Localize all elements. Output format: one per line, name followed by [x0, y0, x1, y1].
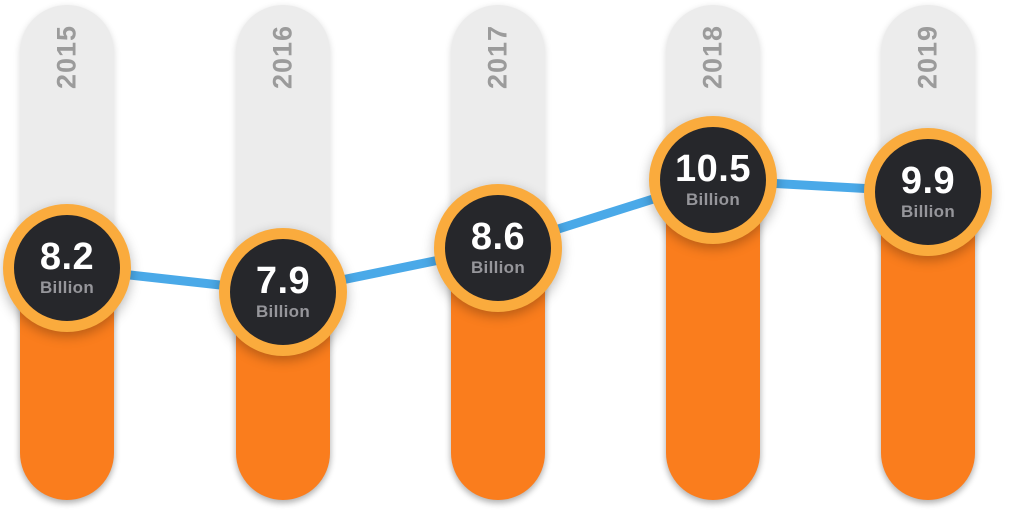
- year-label: 2015: [51, 24, 82, 90]
- value-badge-2017: 8.6 Billion: [434, 184, 562, 312]
- value-number: 10.5: [675, 147, 751, 190]
- year-label: 2019: [912, 24, 943, 90]
- value-badge-2019: 9.9 Billion: [864, 128, 992, 256]
- column-2019: 2019: [881, 0, 975, 512]
- value-badge-2015: 8.2 Billion: [3, 204, 131, 332]
- value-unit: Billion: [685, 190, 741, 210]
- value-number: 7.9: [255, 259, 311, 302]
- column-2018: 2018: [666, 0, 760, 512]
- value-unit: Billion: [470, 258, 526, 278]
- value-number: 9.9: [900, 159, 956, 202]
- year-label: 2018: [697, 24, 728, 90]
- value-unit: Billion: [900, 202, 956, 222]
- value-badge-2016: 7.9 Billion: [219, 228, 347, 356]
- value-unit: Billion: [39, 278, 95, 298]
- year-label: 2017: [482, 24, 513, 90]
- year-label: 2016: [267, 24, 298, 90]
- value-unit: Billion: [255, 302, 311, 322]
- value-number: 8.6: [470, 215, 526, 258]
- value-badge-2018: 10.5 Billion: [649, 116, 777, 244]
- value-number: 8.2: [39, 235, 95, 278]
